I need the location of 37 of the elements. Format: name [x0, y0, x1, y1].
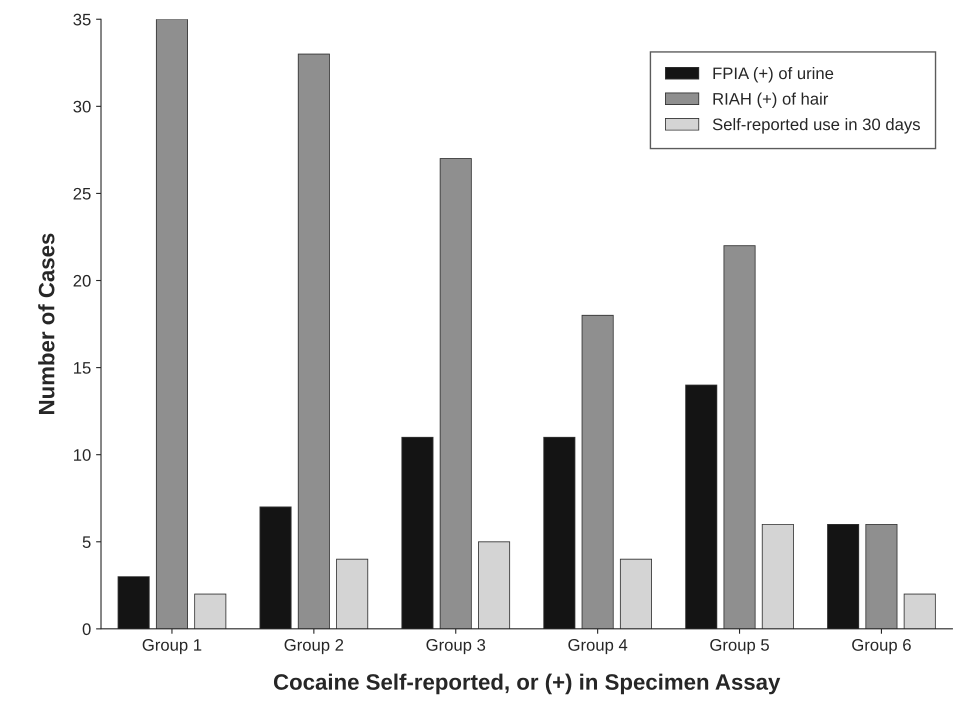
bar — [156, 19, 188, 629]
y-tick-label: 15 — [74, 362, 91, 374]
bar — [118, 576, 150, 629]
x-tick-label: Group 6 — [852, 639, 911, 654]
bar — [724, 245, 756, 629]
y-tick-label: 30 — [73, 100, 91, 113]
y-tick-label: 0 — [82, 623, 91, 636]
y-tick-label: 25 — [74, 188, 91, 200]
x-tick-label: Group 2 — [284, 639, 344, 654]
bar — [440, 158, 472, 629]
y-tick-label: 5 — [82, 536, 91, 548]
bar — [762, 524, 794, 629]
y-tick-label: 20 — [74, 274, 91, 287]
bar — [260, 506, 292, 629]
legend-label: FPIA (+) of urine — [713, 66, 834, 82]
x-axis-title: Cocaine Self-reported, or (+) in Specimen Assay — [274, 674, 780, 694]
bar — [827, 524, 860, 629]
bar — [401, 436, 434, 629]
y-axis-title: Number of Cases — [38, 234, 54, 414]
x-tick-label: Group 4 — [568, 639, 628, 654]
bar — [336, 558, 368, 629]
y-tick-label: 10 — [74, 449, 91, 461]
y-tick-label: 35 — [73, 14, 91, 26]
x-tick-label: Group 1 — [142, 639, 202, 654]
legend-label: RIAH (+) of hair — [713, 92, 828, 108]
x-tick-label: Group 5 — [710, 639, 769, 654]
bar — [194, 594, 226, 629]
legend-label: Self-reported use in 30 days — [712, 118, 920, 134]
bar — [582, 314, 614, 629]
bar — [685, 384, 718, 629]
bar — [543, 436, 576, 629]
bar — [298, 54, 330, 629]
bar — [904, 594, 936, 629]
bar — [478, 541, 510, 629]
x-tick-label: Group 3 — [426, 639, 486, 654]
bar — [865, 524, 898, 629]
bar — [620, 558, 652, 629]
